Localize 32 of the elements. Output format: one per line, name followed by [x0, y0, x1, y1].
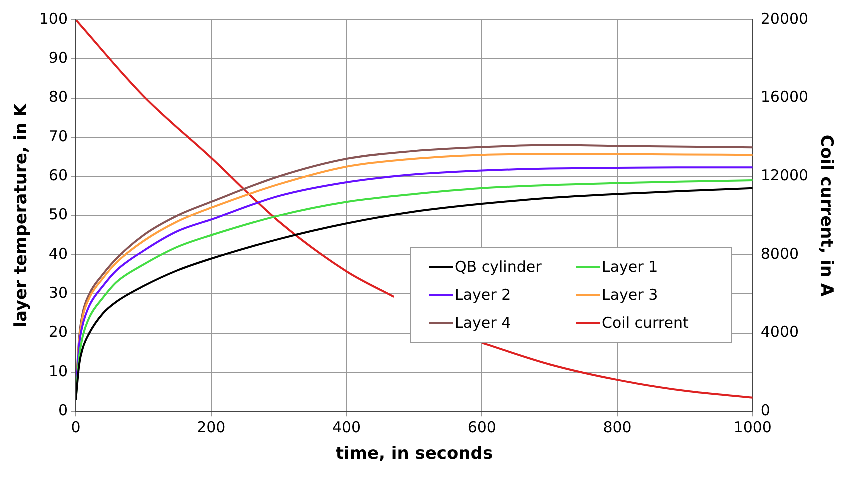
y2-tick-label: 8000	[760, 244, 800, 263]
y-tick-label: 40	[48, 244, 68, 263]
x-tick-label: 800	[603, 418, 632, 436]
legend-label: Layer 1	[602, 258, 658, 276]
legend-label: Layer 3	[602, 286, 658, 304]
y-tick-label: 60	[48, 166, 68, 185]
x-tick-label: 1000	[734, 418, 772, 436]
y2-axis-title: Coil current, in A	[816, 134, 836, 298]
y-tick-label: 50	[48, 206, 68, 224]
y-tick-label: 10	[48, 362, 68, 380]
legend-label: Coil current	[602, 314, 689, 332]
y-tick-label: 0	[58, 401, 68, 420]
y-tick-label: 80	[48, 88, 68, 106]
y-tick-label: 70	[48, 127, 68, 146]
y-tick-label: 90	[48, 49, 68, 68]
y-tick-label: 100	[39, 10, 68, 28]
x-tick-label: 400	[332, 418, 362, 436]
y2-tick-label: 12000	[760, 166, 809, 185]
y2-tick-label: 16000	[760, 88, 809, 106]
x-tick-label: 200	[197, 418, 226, 436]
legend-label: Layer 4	[455, 314, 512, 332]
x-tick-label: 600	[468, 418, 496, 436]
y2-tick-label: 0	[760, 401, 770, 420]
y2-tick-label: 20000	[760, 10, 809, 28]
y-axis-title: layer temperature, in K	[12, 102, 32, 328]
x-tick-label: 0	[71, 418, 81, 436]
legend-label: QB cylinder	[455, 258, 542, 276]
y-tick-label: 30	[48, 284, 68, 302]
x-axis-title: time, in seconds	[336, 444, 494, 464]
y-tick-label: 20	[48, 323, 68, 342]
y2-tick-label: 4000	[760, 323, 800, 342]
legend-label: Layer 2	[455, 286, 512, 304]
